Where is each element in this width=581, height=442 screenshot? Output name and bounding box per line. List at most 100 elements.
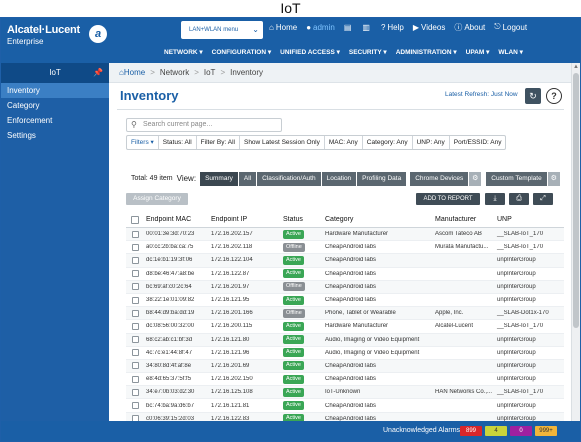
row-checkbox[interactable] <box>131 256 139 264</box>
mainnav-security[interactable]: SECURITY ▾ <box>348 49 387 56</box>
help-button[interactable]: ? <box>546 88 562 104</box>
row-checkbox-cell[interactable] <box>126 402 144 410</box>
row-checkbox[interactable] <box>131 402 139 410</box>
filter-0[interactable]: Filters ▾ <box>127 136 159 149</box>
refresh-button[interactable]: ↻ <box>525 88 541 104</box>
view-tab-location[interactable]: Location <box>321 171 357 186</box>
mainnav-administration[interactable]: ADMINISTRATION ▾ <box>395 49 457 56</box>
expand-button[interactable]: ⤢ <box>533 193 553 205</box>
table-row[interactable]: dc:08:56:00:32:00 172.16.200.115 Active Har… <box>126 320 564 334</box>
mainnav-network[interactable]: NETWORK ▾ <box>164 49 203 56</box>
row-checkbox[interactable] <box>131 309 139 317</box>
alarm-count-0[interactable]: 899 <box>460 426 482 436</box>
row-checkbox-cell[interactable] <box>126 336 144 344</box>
sidebar-item-enforcement[interactable]: Enforcement <box>7 116 53 125</box>
view-tab-classification-auth[interactable]: Classification/Auth <box>257 171 321 186</box>
filter-4[interactable]: MAC: Any <box>325 136 363 149</box>
table-row[interactable]: 00:01:3e:3d:70:23 172.16.202.157 Active Har… <box>126 228 564 242</box>
chrome-devices-button[interactable]: Chrome Devices <box>410 171 469 186</box>
row-checkbox[interactable] <box>131 375 139 383</box>
home-icon[interactable]: ⌂ <box>119 68 124 77</box>
assign-category-button[interactable]: Assign Category <box>126 193 188 205</box>
column-header-endpoint-ip[interactable]: Endpoint IP <box>211 216 248 223</box>
view-tab-all[interactable]: All <box>238 171 257 186</box>
table-row[interactable]: 68:c2:ab:c1:bf:3d 172.16.121.80 Active Audi… <box>126 333 564 347</box>
scroll-thumb[interactable] <box>573 73 579 328</box>
table-row[interactable]: b8:44:d9:ba:dd:19 172.16.201.166 Offline Ph… <box>126 307 564 321</box>
sidebar-item-inventory[interactable]: Inventory <box>1 83 109 98</box>
column-header-endpoint-mac[interactable]: Endpoint MAC <box>146 216 192 223</box>
add-to-report-button[interactable]: ADD TO REPORT <box>416 193 480 205</box>
topnav-item-3[interactable]: ▥ <box>362 21 372 33</box>
select-all-checkbox[interactable] <box>131 215 139 224</box>
view-tab-profiling-data[interactable]: Profiling Data <box>357 171 407 186</box>
row-checkbox[interactable] <box>131 362 139 370</box>
table-row[interactable]: 4c:7c:e1:44:8f:47 172.16.121.96 Active Audi… <box>126 347 564 360</box>
filter-2[interactable]: Filter By: All <box>197 136 240 149</box>
filter-6[interactable]: UNP: Any <box>413 136 450 149</box>
row-checkbox-cell[interactable] <box>126 256 144 264</box>
row-checkbox[interactable] <box>131 349 139 357</box>
sidebar-item-category[interactable]: Category <box>7 101 40 110</box>
row-checkbox-cell[interactable] <box>126 349 144 357</box>
table-row[interactable]: e8:4d:65:37:5f:f5 172.16.202.150 Active Che… <box>126 373 564 387</box>
row-checkbox[interactable] <box>131 243 139 251</box>
custom-template-button[interactable]: Custom Template <box>486 171 547 186</box>
row-checkbox-cell[interactable] <box>126 270 144 278</box>
filter-1[interactable]: Status: All <box>159 136 197 149</box>
row-checkbox-cell[interactable] <box>126 375 144 383</box>
mainnav-unified-access[interactable]: UNIFIED ACCESS ▾ <box>280 49 340 56</box>
lan-wlan-select[interactable]: LAN+WLAN menu ⌄ <box>181 21 263 39</box>
alarm-count-1[interactable]: 4 <box>485 426 507 436</box>
table-row[interactable]: a0:cc:2b:ba:ca:75 172.16.202.118 Offline Ch… <box>126 241 564 255</box>
mainnav-wlan[interactable]: WLAN ▾ <box>498 49 523 56</box>
row-checkbox-cell[interactable] <box>126 296 144 304</box>
table-row[interactable]: dc:1e:b1:19:3f:06 172.16.122.104 Active Che… <box>126 254 564 268</box>
sidebar-item-settings[interactable]: Settings <box>7 131 36 140</box>
view-tab-summary[interactable]: Summary <box>200 171 238 186</box>
row-checkbox[interactable] <box>131 270 139 278</box>
row-checkbox-cell[interactable] <box>126 388 144 396</box>
column-header-status[interactable]: Status <box>283 216 303 223</box>
column-header-category[interactable]: Category <box>325 216 354 223</box>
row-checkbox[interactable] <box>131 336 139 344</box>
row-checkbox[interactable] <box>131 322 139 330</box>
row-checkbox-cell[interactable] <box>126 283 144 291</box>
print-button[interactable]: ⎙ <box>509 193 529 205</box>
table-row[interactable]: bc:69:af:c0:2c:64 172.16.201.97 Offline Che… <box>126 280 564 294</box>
topnav-admin[interactable]: ● admin <box>306 21 335 33</box>
topnav-item-2[interactable]: ▤ <box>344 21 354 33</box>
row-checkbox[interactable] <box>131 230 139 238</box>
table-row[interactable]: 34:80:8d:4f:af:8e 172.16.201.69 Active Chea… <box>126 359 564 374</box>
topnav-home[interactable]: ⌂ Home <box>269 21 297 33</box>
filter-7[interactable]: Port/ESSID: Any <box>453 139 502 146</box>
table-row[interactable]: d8:be:46:47:a8:be 172.16.122.87 Active Chea… <box>126 268 564 281</box>
download-button[interactable]: ⤓ <box>485 193 505 205</box>
filter-3[interactable]: Show Latest Session Only <box>240 136 325 149</box>
filter-5[interactable]: Category: Any <box>363 136 413 149</box>
breadcrumb-network[interactable]: Network <box>159 68 190 77</box>
row-checkbox[interactable] <box>131 388 139 396</box>
topnav-help[interactable]: ? Help <box>381 21 404 33</box>
table-row[interactable]: 38:22:1e:01:09:82 172.16.121.95 Active Chea… <box>126 294 564 308</box>
row-checkbox[interactable] <box>131 296 139 304</box>
row-checkbox-cell[interactable] <box>126 230 144 238</box>
mainnav-configuration[interactable]: CONFIGURATION ▾ <box>211 49 272 56</box>
custom-template-gear-icon[interactable]: ⚙ <box>547 171 560 186</box>
scroll-up-icon[interactable]: ▲ <box>573 64 579 70</box>
breadcrumb-home[interactable]: Home <box>123 68 146 77</box>
table-row[interactable]: 34:e7:0b:03:d2:30 172.16.125.108 Active IoT… <box>126 386 564 400</box>
topnav-logout[interactable]: ⎋ Logout <box>494 21 527 33</box>
alarm-count-3[interactable]: 999+ <box>535 426 557 436</box>
topnav-videos[interactable]: ▶ Videos <box>413 21 445 33</box>
logo[interactable]: Alcatel·Lucent Enterprise <box>7 24 80 46</box>
alarm-count-2[interactable]: 0 <box>510 426 532 436</box>
chrome-devices-gear-icon[interactable]: ⚙ <box>469 171 482 186</box>
row-checkbox-cell[interactable] <box>126 243 144 251</box>
column-header-manufacturer[interactable]: Manufacturer <box>435 216 477 223</box>
row-checkbox-cell[interactable] <box>126 362 144 370</box>
mainnav-upam[interactable]: UPAM ▾ <box>465 49 490 56</box>
breadcrumb-iot[interactable]: IoT <box>203 68 216 77</box>
topnav-about[interactable]: ⓘ About <box>454 21 485 33</box>
search-input[interactable]: ⚲ Search current page... <box>126 118 282 132</box>
